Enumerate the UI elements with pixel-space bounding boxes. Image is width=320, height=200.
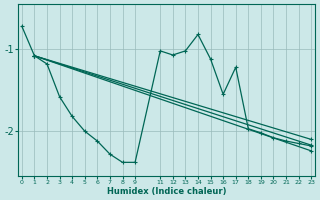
X-axis label: Humidex (Indice chaleur): Humidex (Indice chaleur)	[107, 187, 226, 196]
